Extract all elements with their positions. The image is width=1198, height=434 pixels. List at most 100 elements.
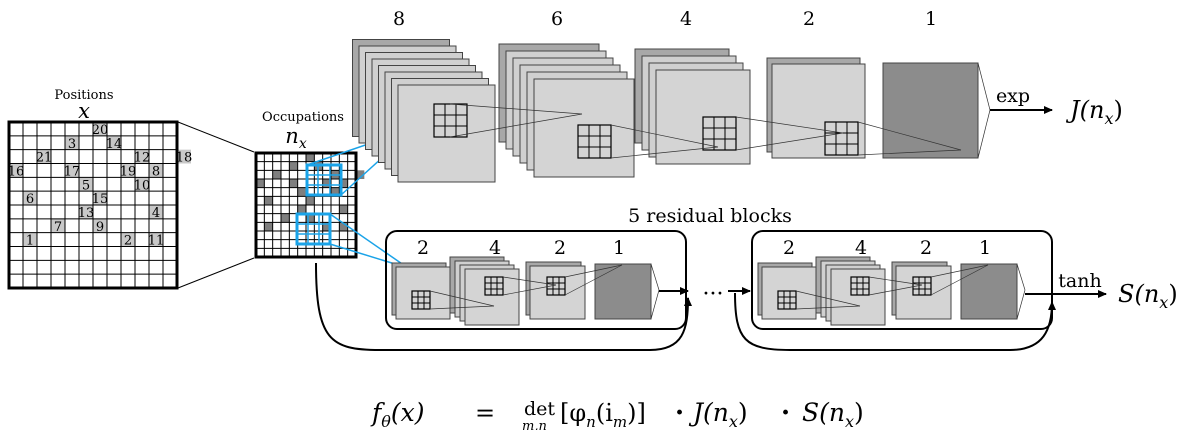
formula-dot-1: · [675, 398, 684, 428]
projection-line [857, 149, 962, 156]
position-number: 4 [152, 206, 160, 221]
formula-j: J(nx) [688, 398, 748, 430]
occupied-site [322, 222, 331, 231]
kernel-grid [777, 290, 797, 310]
channel-count-label: 2 [803, 8, 815, 30]
position-cell-4 [149, 205, 163, 219]
position-number: 13 [78, 206, 95, 221]
residual-channel-label: 2 [554, 237, 566, 259]
occupied-site [306, 196, 315, 205]
position-cell-2 [121, 232, 135, 247]
kernel-grid [546, 276, 566, 296]
zoom-line-top [177, 121, 255, 153]
projection-line [564, 264, 623, 278]
occupations-symbol: nx [285, 124, 307, 152]
position-cell-1 [23, 232, 37, 247]
wavefunction-formula: fθ(x) = det m,n [φn(im)] · J(nx) · S(nx) [370, 398, 864, 434]
position-cell-12 [135, 149, 149, 164]
residual-channel-label: 1 [979, 237, 991, 259]
projection-line [868, 276, 923, 286]
residual-layer-1: 1 [960, 237, 1018, 320]
projection-line [564, 264, 623, 296]
residual-block-2: 2 4 2 1 [751, 230, 1053, 330]
position-cell-8 [149, 163, 163, 178]
residual-layer-2: 2 [525, 237, 586, 320]
feature-map [533, 78, 635, 178]
position-cell-15 [93, 191, 107, 205]
skip-connection-2 [734, 292, 1056, 351]
position-cell-19 [121, 163, 135, 178]
top-layer-6: 6 [498, 8, 635, 178]
position-cell-13 [79, 205, 93, 219]
kernel-grid [484, 276, 504, 296]
residual-blocks-row: 2 4 2 1 2 4 2 1 [315, 230, 1056, 351]
occupied-site [339, 222, 348, 231]
occupied-site [289, 161, 298, 171]
position-number: 8 [152, 164, 160, 179]
projection-line [429, 290, 495, 307]
s-output-label: S(nx) [1118, 280, 1178, 312]
exp-label: exp [996, 85, 1030, 107]
positions-label: Positions [54, 88, 113, 103]
position-cell-16 [9, 163, 23, 178]
position-number: 16 [8, 164, 25, 179]
position-number: 3 [68, 137, 76, 152]
jastrow-cnn-row: 8 6 4 2 1 [352, 8, 991, 183]
occupied-site [256, 179, 265, 188]
occupied-site [264, 222, 273, 231]
occupations-label: Occupations [262, 110, 344, 125]
projection-line [502, 284, 557, 296]
occupied-site [306, 213, 315, 223]
formula-det-subscript: m,n [522, 419, 547, 430]
projection-line [735, 116, 844, 134]
residual-channel-label: 2 [920, 237, 932, 259]
top-layer-1: 1 [882, 8, 979, 159]
residual-layer-2: 2 [891, 237, 952, 320]
kernel-grid [850, 276, 870, 296]
position-number: 18 [176, 151, 193, 166]
projection-line [795, 290, 861, 307]
residual-channel-label: 2 [783, 237, 795, 259]
channel-count-label: 4 [680, 8, 692, 30]
residual-feature-map [895, 265, 952, 320]
projection-line [930, 264, 989, 278]
occupations-panel: Occupations nx [254, 110, 416, 269]
feature-map [397, 84, 496, 183]
projection-line [795, 305, 861, 310]
kernel-window-bottom [295, 212, 332, 246]
residual-feature-map [529, 265, 586, 320]
positions-border [7, 120, 179, 290]
kernel-grid [411, 290, 431, 310]
projection-line [1016, 263, 1026, 291]
position-cell-7 [51, 218, 65, 233]
position-number: 14 [106, 137, 123, 152]
position-number: 7 [54, 220, 62, 235]
projection-line [868, 284, 923, 296]
occupied-site [306, 153, 315, 162]
position-number: 12 [134, 151, 151, 166]
occupied-site [281, 213, 290, 223]
residual-channel-label: 4 [855, 237, 867, 259]
occupations-border [254, 151, 358, 259]
channel-count-label: 1 [925, 8, 937, 30]
formula-s: S(nx) [802, 398, 864, 430]
position-number: 10 [134, 178, 151, 193]
kernel-window-top [305, 163, 343, 197]
position-number: 9 [96, 220, 104, 235]
top-layer-2: 2 [766, 8, 866, 159]
residual-channel-label: 4 [489, 237, 501, 259]
top-layer-8: 8 [352, 8, 496, 183]
position-cell-6 [23, 191, 37, 205]
residual-block-1: 2 4 2 1 [385, 230, 687, 330]
residual-layer-2: 2 [757, 237, 817, 320]
position-number: 11 [148, 234, 165, 249]
kernel-grid [577, 124, 612, 159]
formula-orbital: [φn(im)] [560, 399, 646, 430]
position-number: 6 [26, 192, 34, 207]
occupations-grid [254, 127, 416, 269]
position-number: 20 [92, 123, 109, 138]
j-output-label: J(nx) [1065, 96, 1123, 128]
position-cell-5 [79, 177, 93, 192]
position-number: 17 [64, 164, 81, 179]
